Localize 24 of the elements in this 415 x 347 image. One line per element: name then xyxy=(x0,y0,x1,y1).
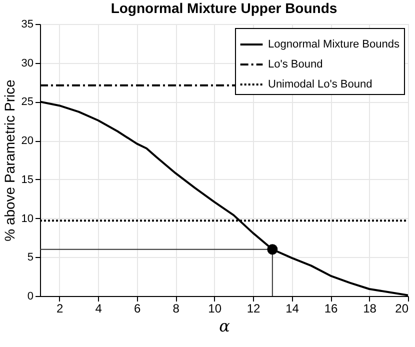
legend-label: Unimodal Lo's Bound xyxy=(268,78,372,90)
y-tick-label: 10 xyxy=(21,212,34,225)
x-tick-label: 6 xyxy=(134,302,141,316)
y-tick-label: 0 xyxy=(27,290,34,302)
x-tick-label: 20 xyxy=(395,302,409,316)
y-tick-label: 25 xyxy=(21,96,34,108)
x-tick-label: 2 xyxy=(56,302,64,316)
legend-label: Lognormal Mixture Bounds xyxy=(268,38,400,50)
x-tick-label: 12 xyxy=(246,302,261,316)
y-tick-label: 5 xyxy=(27,252,34,264)
y-tick-label: 35 xyxy=(21,18,34,30)
y-tick-label: 30 xyxy=(21,57,34,70)
y-tick-label: 20 xyxy=(21,135,34,148)
x-tick-label: 8 xyxy=(172,302,180,316)
x-tick-label: 4 xyxy=(95,302,102,316)
legend-label: Lo's Bound xyxy=(268,58,323,70)
chart-title: Lognormal Mixture Upper Bounds xyxy=(110,0,338,16)
x-tick-label: 16 xyxy=(324,302,338,316)
y-axis-title: % above Parametric Price xyxy=(1,79,18,242)
x-tick-label: 18 xyxy=(363,302,377,316)
x-axis-title: α xyxy=(219,316,230,336)
x-tick-label: 10 xyxy=(208,302,222,316)
y-tick-label: 15 xyxy=(21,174,34,186)
x-tick-label: 14 xyxy=(286,302,300,316)
